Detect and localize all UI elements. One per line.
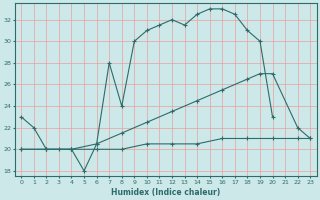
X-axis label: Humidex (Indice chaleur): Humidex (Indice chaleur) [111, 188, 220, 197]
